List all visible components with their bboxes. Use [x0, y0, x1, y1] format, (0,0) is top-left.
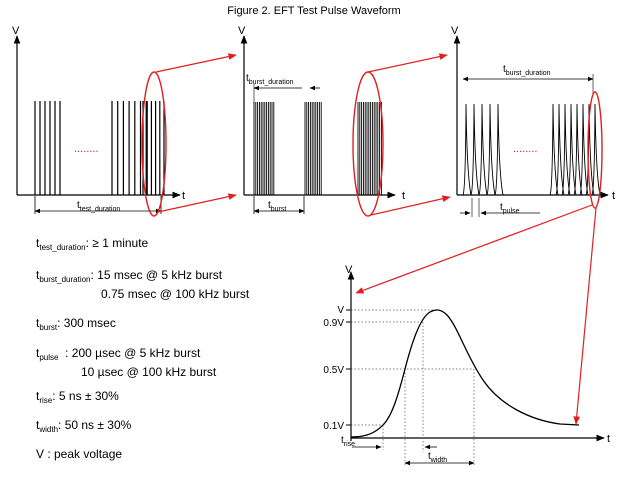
width-dim-label: twidth [428, 451, 447, 464]
v-axis-label: V [12, 25, 20, 37]
ellipsis-dots: ........ [74, 143, 98, 155]
spec-rise: trise: 5 ns ± 30% [36, 389, 119, 408]
pulse-spike [586, 104, 594, 195]
spec-burst: tburst: 300 msec [36, 316, 116, 335]
tick-label-0.1v: 0.1V [323, 421, 344, 432]
test-duration-dim-label: ttest_duration [77, 200, 120, 213]
spec-burst-duration: tburst_duration: 15 msec @ 5 kHz burst 0… [36, 268, 249, 301]
burst-group [254, 102, 381, 195]
burst-dim-label: tburst [268, 200, 286, 213]
burst-group [35, 101, 164, 195]
pulse-waveform [351, 310, 579, 437]
tick-label-0.5v: 0.5V [323, 365, 344, 376]
burst-duration-dim-label: tburst_duration [503, 64, 551, 77]
pulse-spike [495, 104, 503, 195]
pulse-spike [479, 104, 487, 195]
t-axis-label: t [607, 433, 610, 445]
t-axis-label: t [612, 190, 615, 202]
pulse-dim-label: tpulse [500, 202, 520, 215]
panel-pulse: V t ........ tburst_duration tpulse [451, 25, 615, 217]
ellipsis-dots: ........ [513, 143, 537, 155]
pulse-spike [487, 104, 495, 195]
pulse-spike [550, 104, 558, 195]
panel-single-pulse: V t V 0.9V 0.5V 0.1V trise [323, 264, 610, 466]
tick-label-v: V [337, 305, 344, 316]
pulse-spike [562, 104, 570, 195]
figure-title: Figure 2. EFT Test Pulse Waveform [227, 5, 400, 17]
v-axis-label: V [345, 264, 353, 276]
pulse-spike [592, 104, 600, 195]
pulse-spike [556, 104, 564, 195]
pulse-spike [580, 104, 588, 195]
t-axis-label: t [182, 190, 185, 202]
spec-pulse: tpulse : 200 µsec @ 5 kHz burst 10 µsec … [36, 346, 216, 379]
spec-width: twidth: 50 ns ± 30% [36, 418, 131, 437]
v-axis-label: V [238, 25, 246, 37]
t-axis-label: t [402, 190, 405, 202]
spec-test-duration: ttest_duration: ≥ 1 minute [36, 236, 148, 255]
tick-label-0.9v: 0.9V [323, 318, 344, 329]
pulse-spike [568, 104, 576, 195]
pulse-spike [463, 104, 471, 195]
v-axis-label: V [451, 25, 459, 37]
spec-peak-voltage: V : peak voltage [36, 447, 122, 461]
pulse-spike [471, 104, 479, 195]
pulse-spike [574, 104, 582, 195]
panel-burst: V t tburst_duration tburst [238, 25, 405, 216]
panel-test-duration: V t ........ ttest_duration [12, 25, 185, 216]
guide-lines [351, 310, 474, 466]
burst-duration-dim-label: tburst_duration [246, 73, 294, 86]
